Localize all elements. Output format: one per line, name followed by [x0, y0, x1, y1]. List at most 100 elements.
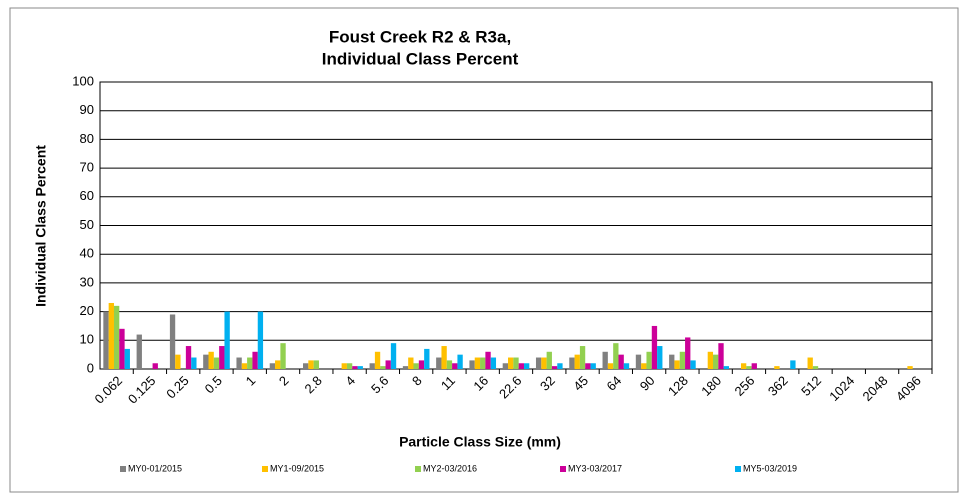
bar	[303, 363, 309, 369]
y-tick-label: 30	[80, 274, 94, 289]
chart-title: Foust Creek R2 & R3a,	[329, 27, 511, 46]
bar	[113, 305, 120, 369]
bar	[385, 360, 391, 369]
bar	[441, 346, 447, 369]
bar	[108, 302, 114, 369]
bar	[402, 366, 409, 369]
bar	[685, 337, 691, 369]
bar	[774, 366, 780, 369]
bar	[119, 328, 125, 369]
bar	[275, 360, 281, 369]
bar	[369, 363, 375, 369]
bar	[618, 354, 624, 369]
bar	[219, 346, 225, 369]
bar	[713, 354, 719, 369]
bar	[413, 363, 419, 369]
bar	[907, 366, 913, 369]
bar	[213, 357, 220, 369]
bar	[185, 346, 192, 369]
bar	[390, 343, 397, 369]
bar	[490, 357, 497, 369]
bar	[646, 351, 652, 369]
bar	[424, 348, 430, 369]
legend-swatch	[560, 466, 566, 472]
bar	[485, 351, 491, 369]
bar	[657, 346, 663, 369]
bar	[574, 354, 580, 369]
bar	[607, 363, 614, 369]
y-tick-label: 100	[72, 73, 94, 88]
bar	[103, 311, 109, 369]
bar	[418, 360, 425, 369]
bar	[690, 360, 696, 369]
y-tick-label: 20	[80, 303, 94, 318]
bar	[807, 357, 813, 369]
bar	[436, 357, 442, 369]
y-axis-label: Individual Class Percent	[33, 145, 49, 307]
bar	[124, 348, 130, 369]
bar	[308, 360, 314, 369]
bar	[674, 360, 680, 369]
bar	[474, 357, 481, 369]
bar	[569, 357, 575, 369]
bar	[513, 357, 519, 369]
bar	[623, 363, 630, 369]
bar	[669, 354, 675, 369]
bar	[508, 357, 514, 369]
bar	[585, 363, 591, 369]
bar	[812, 366, 819, 369]
y-tick-label: 40	[80, 246, 94, 261]
legend-text: MY0-01/2015	[128, 463, 182, 473]
bar	[203, 354, 209, 369]
bar	[352, 366, 358, 369]
y-tick-label: 50	[80, 217, 94, 232]
bar	[175, 354, 181, 369]
bar	[269, 363, 276, 369]
bar	[191, 357, 197, 369]
bar	[313, 360, 319, 369]
bar	[602, 351, 608, 369]
bar	[252, 351, 258, 369]
chart-title: Individual Class Percent	[322, 49, 519, 68]
legend-swatch	[415, 466, 421, 472]
bar	[457, 354, 463, 369]
bar	[346, 363, 353, 369]
legend-swatch	[262, 466, 268, 472]
bar	[374, 351, 381, 369]
bar	[651, 325, 658, 369]
y-tick-label: 0	[87, 360, 94, 375]
bar	[241, 363, 248, 369]
y-tick-label: 80	[80, 131, 94, 146]
bar	[746, 366, 752, 369]
y-tick-label: 10	[80, 332, 94, 347]
bar	[169, 314, 176, 369]
y-tick-label: 90	[80, 102, 94, 117]
bar	[136, 334, 142, 369]
bar	[557, 363, 563, 369]
legend-swatch	[735, 466, 741, 472]
x-axis-label: Particle Class Size (mm)	[399, 434, 561, 450]
bar	[751, 363, 757, 369]
bar	[224, 311, 230, 369]
bar	[535, 357, 542, 369]
y-tick-label: 60	[80, 188, 94, 203]
bar	[341, 363, 347, 369]
bar	[541, 357, 547, 369]
chart-frame	[9, 7, 959, 493]
bar	[679, 351, 686, 369]
bar	[380, 366, 386, 369]
bar	[152, 363, 158, 369]
bar	[357, 366, 363, 369]
bar	[452, 363, 458, 369]
legend-text: MY5-03/2019	[743, 463, 797, 473]
bar	[502, 363, 509, 369]
bar	[446, 360, 453, 369]
bar	[707, 351, 714, 369]
bar	[469, 360, 475, 369]
bar	[236, 357, 242, 369]
legend-text: MY1-09/2015	[270, 463, 324, 473]
bar	[480, 357, 486, 369]
legend-text: MY2-03/2016	[423, 463, 477, 473]
bar	[518, 363, 524, 369]
